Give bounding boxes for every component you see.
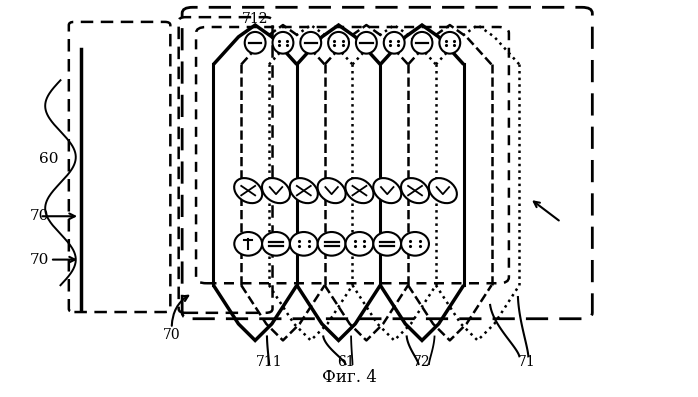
Text: Фиг. 4: Фиг. 4 [322,369,376,386]
Text: 70: 70 [30,252,50,267]
Ellipse shape [262,232,290,256]
Ellipse shape [356,32,377,54]
Text: 70: 70 [30,209,50,223]
Ellipse shape [234,178,262,203]
Text: 712: 712 [242,12,269,26]
Ellipse shape [290,178,318,203]
Ellipse shape [235,232,262,256]
Ellipse shape [401,232,429,256]
Text: 70: 70 [163,328,181,341]
Text: 72: 72 [413,355,431,369]
Ellipse shape [412,32,433,54]
Ellipse shape [373,178,401,203]
Text: 711: 711 [255,355,283,369]
Ellipse shape [318,232,346,256]
Ellipse shape [262,178,290,203]
Ellipse shape [439,32,460,54]
Ellipse shape [346,232,373,256]
Ellipse shape [300,32,321,54]
Ellipse shape [245,32,265,54]
Ellipse shape [429,178,457,203]
Text: 61: 61 [336,355,355,369]
Ellipse shape [346,178,373,203]
Text: 71: 71 [517,355,535,369]
Ellipse shape [384,32,405,54]
Ellipse shape [373,232,401,256]
Ellipse shape [290,232,318,256]
Text: 60: 60 [39,152,59,166]
Ellipse shape [401,178,429,203]
Ellipse shape [328,32,349,54]
Ellipse shape [318,178,346,203]
Ellipse shape [272,32,293,54]
